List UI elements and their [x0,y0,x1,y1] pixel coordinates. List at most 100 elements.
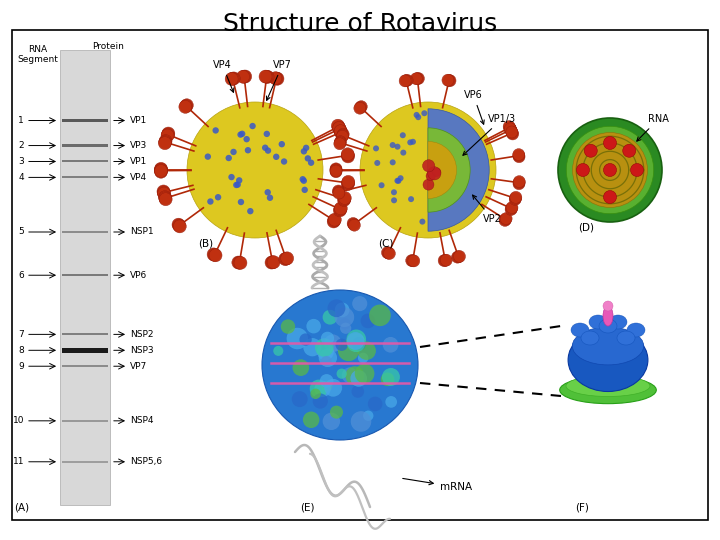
Circle shape [332,120,345,133]
Bar [62,119,108,122]
Circle shape [341,177,355,190]
Text: VP1/3: VP1/3 [463,114,516,156]
Circle shape [382,247,395,259]
Circle shape [172,218,185,231]
Text: (D): (D) [578,222,594,232]
Circle shape [155,165,168,178]
Text: 4: 4 [19,173,24,182]
Circle shape [358,341,376,360]
Text: VP6: VP6 [464,90,485,124]
Ellipse shape [262,290,418,440]
Circle shape [328,299,346,317]
Text: 2: 2 [19,141,24,150]
Bar [62,177,108,178]
Circle shape [259,70,272,83]
Bar [62,461,108,463]
Text: NSP4: NSP4 [130,416,153,426]
Wedge shape [428,141,456,199]
Circle shape [333,185,344,197]
Circle shape [506,127,518,139]
Circle shape [274,346,283,356]
Circle shape [335,136,346,148]
Circle shape [338,192,351,205]
Circle shape [572,132,647,207]
Circle shape [351,385,364,398]
Circle shape [352,337,366,350]
Circle shape [262,145,269,151]
Circle shape [292,359,309,376]
Circle shape [209,249,222,262]
Circle shape [577,164,590,177]
Circle shape [341,150,354,163]
Bar [62,348,108,353]
Text: (E): (E) [300,502,315,512]
Circle shape [454,251,466,262]
Text: NSP2: NSP2 [130,330,153,339]
Circle shape [265,256,278,269]
Circle shape [439,254,451,266]
Circle shape [410,139,416,145]
Circle shape [315,381,330,397]
Circle shape [374,160,380,166]
Circle shape [355,364,374,383]
Circle shape [505,202,518,214]
Circle shape [381,373,395,386]
Circle shape [341,149,354,162]
Circle shape [410,73,423,85]
Circle shape [330,165,342,177]
Circle shape [390,142,396,148]
Ellipse shape [627,323,645,337]
Circle shape [603,164,616,177]
Circle shape [335,127,348,140]
Circle shape [328,214,341,227]
Text: VP4: VP4 [213,60,234,92]
Ellipse shape [603,306,613,326]
Circle shape [603,191,616,204]
Circle shape [334,138,346,150]
Circle shape [249,123,256,129]
Circle shape [346,329,366,349]
Text: (F): (F) [575,502,589,512]
Circle shape [338,193,351,206]
Circle shape [603,137,616,150]
Circle shape [330,166,342,178]
Text: 8: 8 [18,346,24,355]
Circle shape [331,119,344,132]
Circle shape [400,132,406,138]
Circle shape [433,168,441,177]
Circle shape [423,179,434,190]
Text: 5: 5 [18,227,24,237]
Circle shape [267,255,280,268]
Circle shape [408,255,420,267]
Text: RNA
Segment: RNA Segment [17,45,58,64]
Circle shape [305,155,311,161]
Circle shape [215,194,221,200]
Wedge shape [428,128,470,212]
Circle shape [161,128,174,141]
Circle shape [405,254,418,267]
Circle shape [354,102,366,114]
Circle shape [161,129,174,142]
Circle shape [328,340,341,352]
Circle shape [321,381,333,392]
Circle shape [499,214,511,226]
Circle shape [159,134,172,147]
Circle shape [155,164,168,177]
Circle shape [321,332,334,345]
Circle shape [428,167,441,180]
Circle shape [505,124,517,136]
Text: 10: 10 [12,416,24,426]
Circle shape [238,70,251,83]
Bar [60,50,110,505]
Circle shape [307,319,321,333]
Circle shape [333,186,345,198]
Circle shape [212,127,219,133]
Ellipse shape [559,376,657,404]
Circle shape [179,100,192,113]
Text: 7: 7 [18,330,24,339]
Circle shape [341,178,354,191]
Circle shape [245,147,251,153]
Circle shape [207,198,214,205]
Circle shape [340,322,351,334]
Circle shape [348,219,361,231]
